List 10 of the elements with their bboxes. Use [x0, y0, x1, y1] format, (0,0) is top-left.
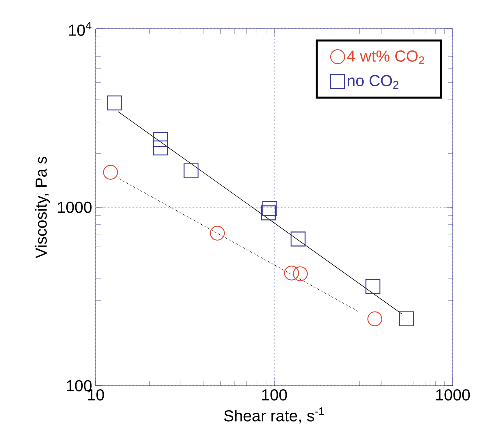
- x-axis-title: Shear rate, s$^{-1}$: [224, 408, 324, 424]
- legend-label: 4 wt% CO$_{2}$: [347, 50, 424, 64]
- y-tick-label: 100: [67, 380, 92, 392]
- x-tick-label: 1000: [436, 390, 470, 401]
- y-tick-label: 1000: [58, 202, 92, 214]
- y-tick-label: 10$^{4}$: [69, 22, 92, 36]
- x-tick-label: 10: [88, 390, 104, 401]
- legend-label: no CO$_{2}$: [348, 75, 399, 89]
- y-axis-title: Viscosity, Pa s: [35, 157, 50, 259]
- x-tick-label: 100: [262, 390, 288, 401]
